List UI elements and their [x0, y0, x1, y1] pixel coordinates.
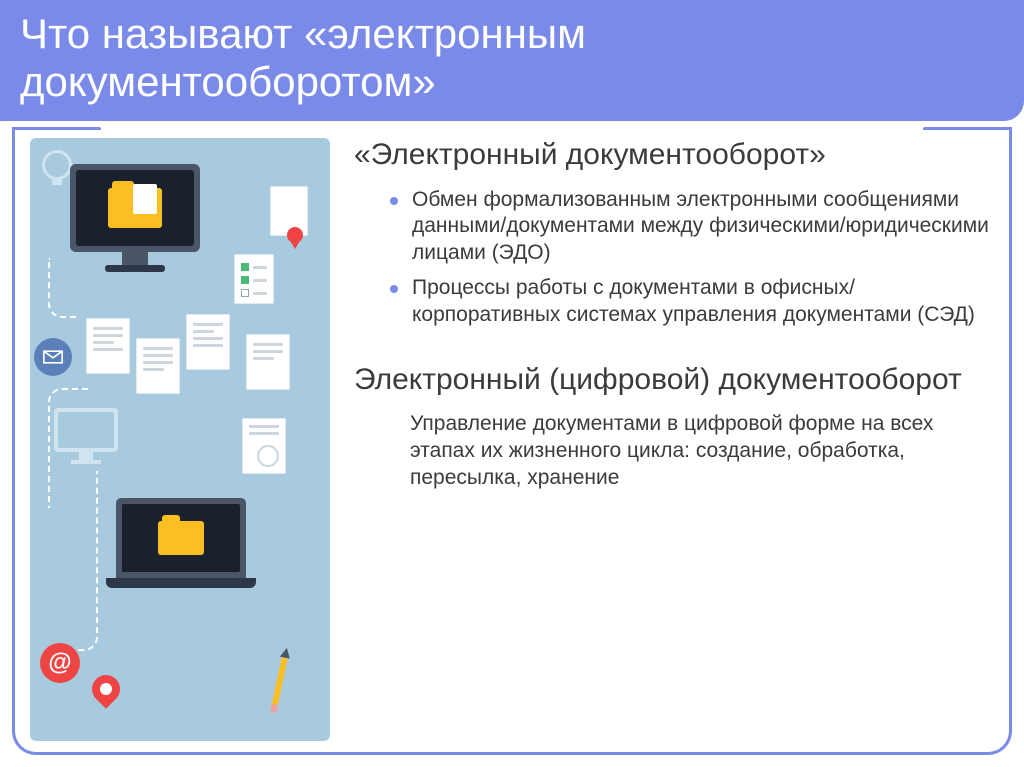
document-icon: [136, 338, 180, 394]
document-icon: [86, 318, 130, 374]
monitor-outline-icon: [54, 408, 118, 452]
location-pin-icon: [92, 675, 120, 715]
at-sign-icon: @: [40, 643, 80, 683]
slide-body: @ «Электронный документооборот» Обмен фо…: [30, 138, 994, 741]
slide: Что называют «электронным документооборо…: [0, 0, 1024, 767]
sealed-document-icon: [242, 418, 286, 474]
text-column: «Электронный документооборот» Обмен форм…: [354, 138, 994, 741]
pencil-icon: [270, 657, 288, 713]
mail-icon: [34, 338, 72, 376]
bullet-item: Процессы работы с документами в офисных/…: [390, 275, 994, 329]
section1-title: «Электронный документооборот»: [354, 138, 994, 173]
section2-title: Электронный (цифровой) документооборот: [354, 363, 994, 398]
lightbulb-icon: [42, 150, 72, 180]
flow-path-icon: [54, 471, 98, 651]
section2-paragraph: Управление документами в цифровой форме …: [410, 411, 994, 492]
desktop-monitor-icon: [70, 164, 200, 252]
document-icon: [186, 314, 230, 370]
folder-icon: [108, 188, 162, 228]
laptop-icon: [106, 498, 256, 590]
section1-bullets: Обмен формализованным электронными сообщ…: [390, 187, 994, 329]
slide-title: Что называют «электронным документооборо…: [20, 10, 1004, 107]
flow-path-icon: [48, 258, 78, 318]
document-flow-illustration: @: [30, 138, 330, 741]
document-icon: [246, 334, 290, 390]
certificate-icon: [270, 186, 308, 236]
bullet-item: Обмен формализованным электронными сообщ…: [390, 187, 994, 268]
checklist-icon: [234, 254, 274, 304]
folder-icon: [158, 521, 204, 555]
slide-header: Что называют «электронным документооборо…: [0, 0, 1024, 121]
